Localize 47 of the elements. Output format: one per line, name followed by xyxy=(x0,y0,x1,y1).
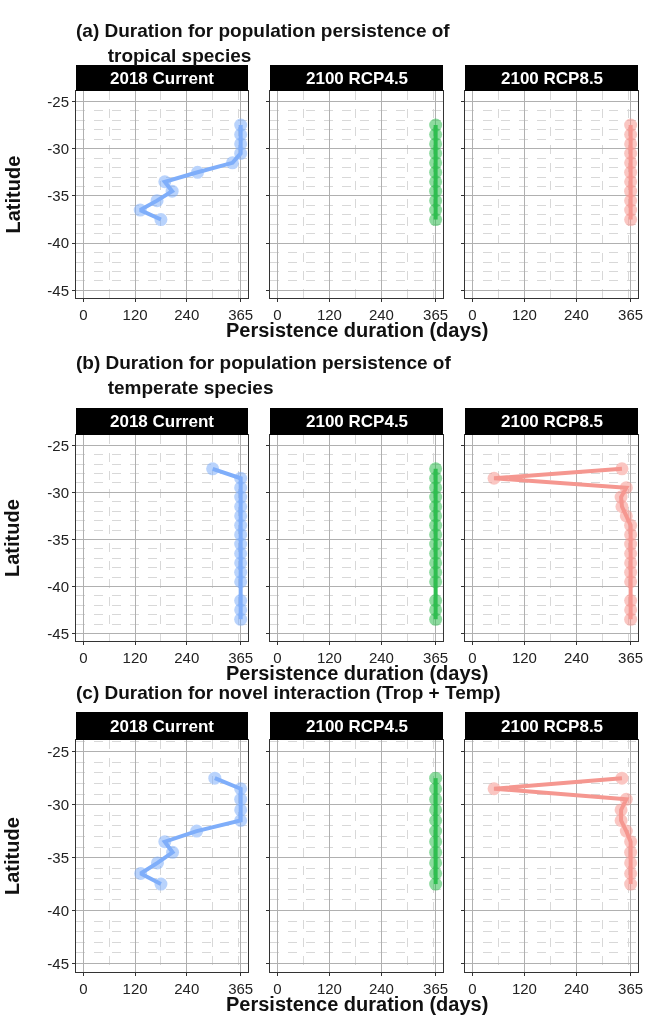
y-tick-label: -25 xyxy=(47,436,69,454)
chart-subtitle: 2100 RCP8.5 xyxy=(501,717,604,736)
x-tick-label: 120 xyxy=(511,980,537,997)
y-tick-label: -35 xyxy=(47,530,69,548)
chart-subtitle: 2100 RCP4.5 xyxy=(306,412,409,431)
chart-subtitle: 2100 RCP8.5 xyxy=(501,412,604,431)
x-tick-label: 240 xyxy=(174,306,200,323)
y-tick-label: -40 xyxy=(47,577,69,595)
x-tick-label: 120 xyxy=(122,980,148,997)
x-tick-label: 240 xyxy=(563,649,589,666)
y-tick-label: -40 xyxy=(47,901,69,919)
y-axis-title: Latitude xyxy=(1,817,23,895)
y-axis-title: Latitude xyxy=(1,155,24,234)
chart-subtitle: 2018 Current xyxy=(110,412,215,431)
x-tick-label: 240 xyxy=(174,980,200,997)
x-tick-label: 0 xyxy=(79,649,88,666)
x-tick-label: 240 xyxy=(563,306,589,323)
y-tick-label: -40 xyxy=(47,234,69,252)
x-tick-label: 365 xyxy=(618,980,644,997)
chart-subtitle: 2100 RCP4.5 xyxy=(306,717,409,736)
chart-subtitle: 2100 RCP4.5 xyxy=(306,69,409,88)
y-tick-label: -30 xyxy=(47,795,69,813)
y-tick-label: -35 xyxy=(47,848,69,866)
chart-subtitle: 2018 Current xyxy=(110,717,215,736)
x-tick-label: 120 xyxy=(122,306,148,323)
y-tick-label: -30 xyxy=(47,483,69,501)
x-tick-label: 120 xyxy=(122,649,148,666)
x-tick-label: 120 xyxy=(511,306,537,323)
y-tick-label: -25 xyxy=(47,742,69,760)
chart-title: (a) Duration for population persistence of tropical species xyxy=(76,20,451,66)
x-tick-label: 0 xyxy=(79,306,88,323)
chart-subtitle: 2018 Current xyxy=(110,69,215,88)
chart-title: (b) Duration for population persistence of temperate species xyxy=(76,352,452,398)
x-tick-label: 240 xyxy=(174,649,200,666)
x-tick-label: 120 xyxy=(511,649,537,666)
y-tick-label: -25 xyxy=(47,92,69,110)
y-tick-label: -35 xyxy=(47,187,69,205)
y-tick-label: -45 xyxy=(47,624,69,642)
x-tick-label: 0 xyxy=(79,980,88,997)
y-tick-label: -45 xyxy=(47,281,69,299)
x-tick-label: 365 xyxy=(618,649,644,666)
x-tick-label: 240 xyxy=(563,980,589,997)
y-tick-label: -45 xyxy=(47,954,69,972)
chart-subtitle: 2100 RCP8.5 xyxy=(501,69,604,88)
x-tick-label: 365 xyxy=(618,306,644,323)
y-tick-label: -30 xyxy=(47,139,69,157)
y-axis-title: Latitude xyxy=(1,499,23,577)
